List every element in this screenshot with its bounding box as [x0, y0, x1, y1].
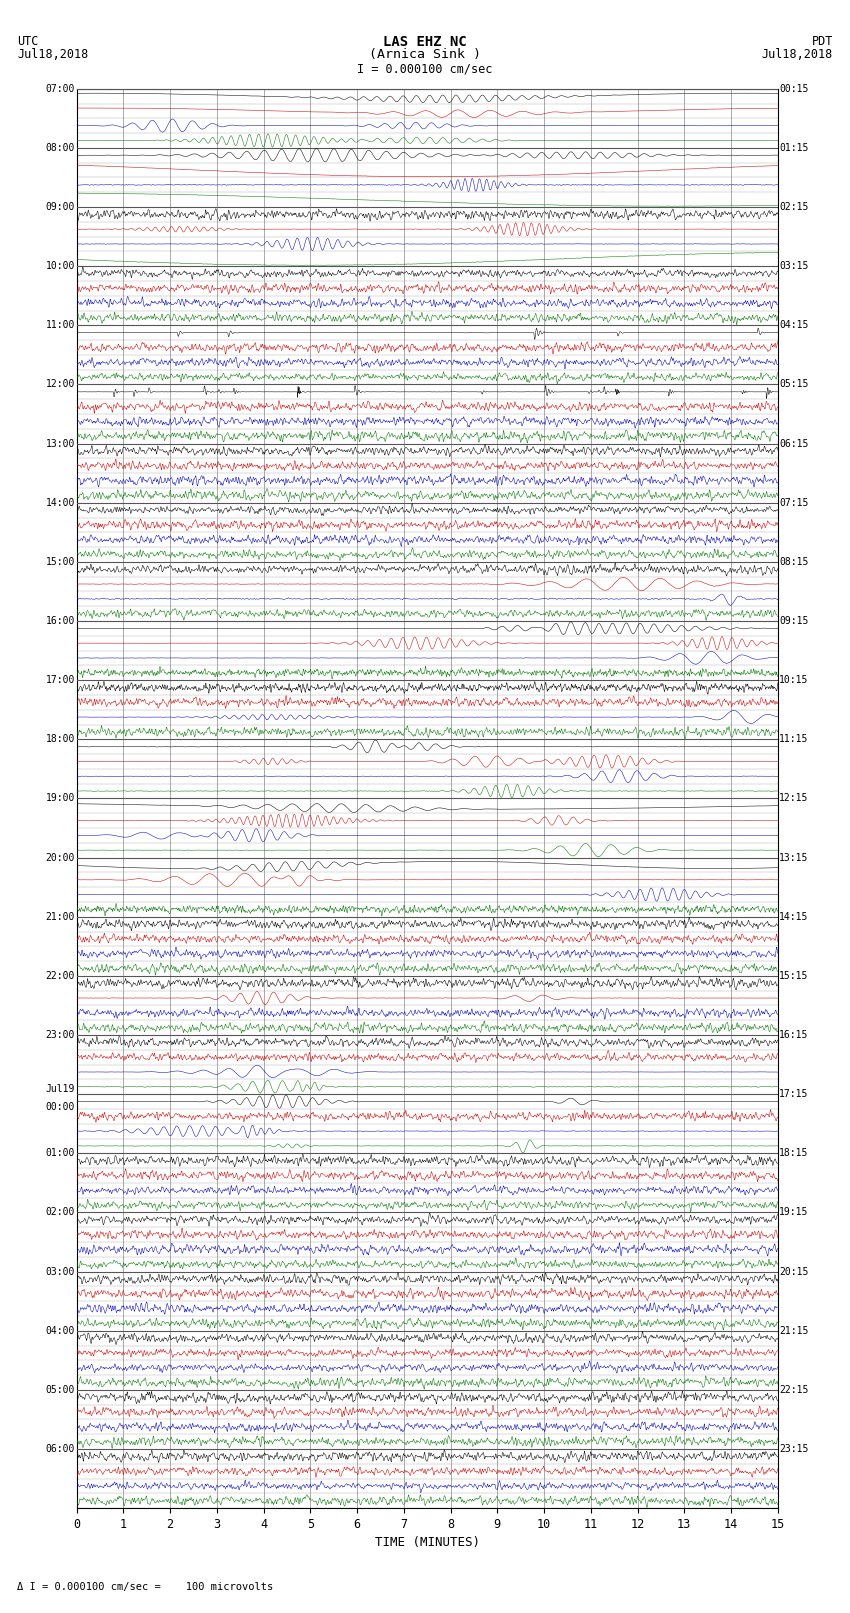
Text: 21:00: 21:00 [46, 911, 75, 921]
Text: LAS EHZ NC: LAS EHZ NC [383, 35, 467, 48]
Text: 14:15: 14:15 [779, 911, 808, 921]
Text: 08:00: 08:00 [46, 144, 75, 153]
Text: 20:00: 20:00 [46, 853, 75, 863]
Text: 16:00: 16:00 [46, 616, 75, 626]
Text: 02:15: 02:15 [779, 202, 808, 211]
Text: PDT: PDT [812, 35, 833, 48]
Text: 18:15: 18:15 [779, 1148, 808, 1158]
Text: 09:15: 09:15 [779, 616, 808, 626]
Text: 20:15: 20:15 [779, 1266, 808, 1276]
Text: (Arnica Sink ): (Arnica Sink ) [369, 48, 481, 61]
Text: 00:00: 00:00 [46, 1102, 75, 1111]
Text: 01:00: 01:00 [46, 1148, 75, 1158]
Text: 07:00: 07:00 [46, 84, 75, 94]
Text: 05:00: 05:00 [46, 1386, 75, 1395]
Text: 04:15: 04:15 [779, 321, 808, 331]
Text: 10:15: 10:15 [779, 676, 808, 686]
Text: I = 0.000100 cm/sec: I = 0.000100 cm/sec [357, 63, 493, 76]
Text: 23:00: 23:00 [46, 1031, 75, 1040]
Text: 05:15: 05:15 [779, 379, 808, 389]
Text: 23:15: 23:15 [779, 1444, 808, 1453]
Text: 09:00: 09:00 [46, 202, 75, 211]
Text: 00:15: 00:15 [779, 84, 808, 94]
Text: 22:15: 22:15 [779, 1386, 808, 1395]
Text: 12:00: 12:00 [46, 379, 75, 389]
Text: Jul19: Jul19 [46, 1084, 75, 1094]
Text: 19:00: 19:00 [46, 794, 75, 803]
Text: 13:00: 13:00 [46, 439, 75, 448]
Text: UTC: UTC [17, 35, 38, 48]
Text: 03:00: 03:00 [46, 1266, 75, 1276]
Text: 21:15: 21:15 [779, 1326, 808, 1336]
Text: 17:00: 17:00 [46, 676, 75, 686]
Text: Δ I = 0.000100 cm/sec =    100 microvolts: Δ I = 0.000100 cm/sec = 100 microvolts [17, 1582, 273, 1592]
Text: 19:15: 19:15 [779, 1208, 808, 1218]
Text: 17:15: 17:15 [779, 1089, 808, 1098]
Text: 03:15: 03:15 [779, 261, 808, 271]
Text: 15:00: 15:00 [46, 556, 75, 566]
Text: 11:15: 11:15 [779, 734, 808, 744]
Text: 01:15: 01:15 [779, 144, 808, 153]
Text: 08:15: 08:15 [779, 556, 808, 566]
Text: 12:15: 12:15 [779, 794, 808, 803]
Text: 07:15: 07:15 [779, 498, 808, 508]
X-axis label: TIME (MINUTES): TIME (MINUTES) [375, 1537, 479, 1550]
Text: 22:00: 22:00 [46, 971, 75, 981]
Text: Jul18,2018: Jul18,2018 [762, 48, 833, 61]
Text: 04:00: 04:00 [46, 1326, 75, 1336]
Text: 13:15: 13:15 [779, 853, 808, 863]
Text: 02:00: 02:00 [46, 1208, 75, 1218]
Text: 06:00: 06:00 [46, 1444, 75, 1453]
Text: 15:15: 15:15 [779, 971, 808, 981]
Text: 10:00: 10:00 [46, 261, 75, 271]
Text: 16:15: 16:15 [779, 1031, 808, 1040]
Text: 06:15: 06:15 [779, 439, 808, 448]
Text: 11:00: 11:00 [46, 321, 75, 331]
Text: 14:00: 14:00 [46, 498, 75, 508]
Text: Jul18,2018: Jul18,2018 [17, 48, 88, 61]
Text: 18:00: 18:00 [46, 734, 75, 744]
